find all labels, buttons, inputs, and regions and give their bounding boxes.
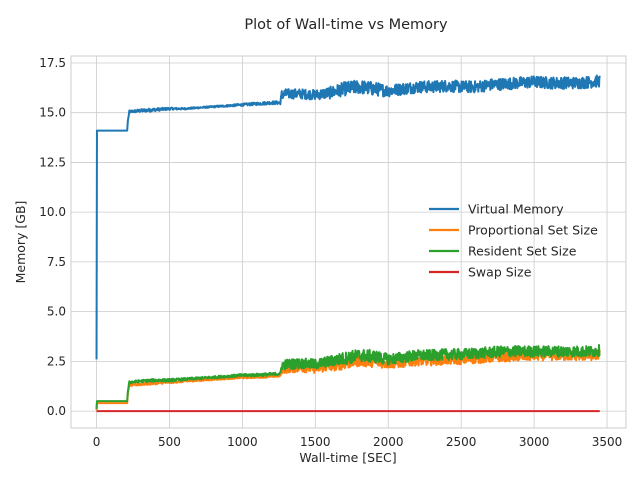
series-line-virtual-memory xyxy=(95,74,601,360)
x-tick-label: 1500 xyxy=(300,435,331,449)
y-axis-label: Memory [GB] xyxy=(13,201,28,284)
x-axis-label: Wall-time [SEC] xyxy=(299,450,396,465)
y-tick-label: 10.0 xyxy=(39,205,66,219)
y-tick-labels: 0.0 2.5 5.0 7.5 10.0 12.5 15.0 17.5 xyxy=(39,56,66,418)
y-tick-label: 0.0 xyxy=(47,404,66,418)
y-tick-label: 7.5 xyxy=(47,255,66,269)
x-tick-labels: 0 500 1000 1500 2000 2500 3000 3500 xyxy=(93,435,623,449)
x-tick-label: 2000 xyxy=(373,435,404,449)
x-tick-label: 3000 xyxy=(519,435,550,449)
legend-label: Virtual Memory xyxy=(468,202,564,217)
x-tick-label: 2500 xyxy=(446,435,477,449)
y-tick-label: 17.5 xyxy=(39,56,66,70)
x-tick-label: 0 xyxy=(93,435,101,449)
chart-title: Plot of Wall-time vs Memory xyxy=(244,17,448,33)
y-tick-label: 2.5 xyxy=(47,354,66,368)
plot-frame xyxy=(70,55,627,429)
legend-label: Swap Size xyxy=(468,265,532,280)
series-line-resident-set-size xyxy=(95,343,601,410)
legend-label: Proportional Set Size xyxy=(468,223,598,238)
y-tick-label: 5.0 xyxy=(47,305,66,319)
y-tick-label: 12.5 xyxy=(39,155,66,169)
x-tick-label: 500 xyxy=(158,435,181,449)
legend-label: Resident Set Size xyxy=(468,244,577,259)
legend: Virtual Memory Proportional Set Size Resid… xyxy=(429,202,598,280)
y-tick-label: 15.0 xyxy=(39,106,66,120)
x-tick-label: 3500 xyxy=(592,435,623,449)
x-tick-label: 1000 xyxy=(227,435,258,449)
series-layer xyxy=(95,74,601,413)
